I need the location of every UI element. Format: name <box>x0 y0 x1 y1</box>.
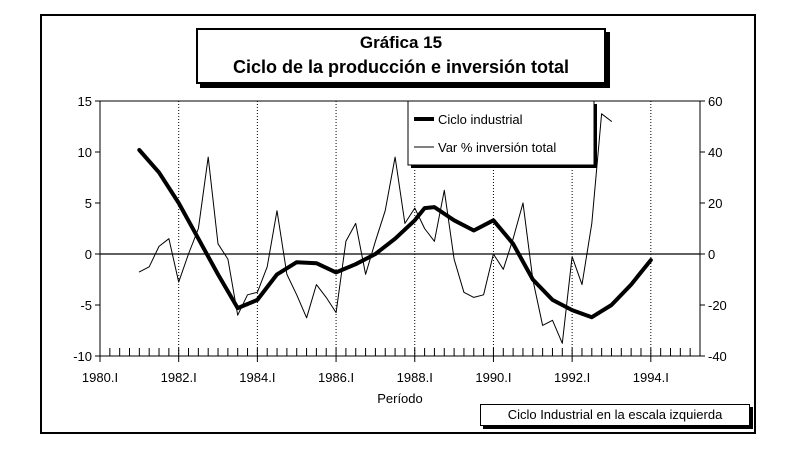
y-left-tick-label: 0 <box>85 247 92 262</box>
x-tick-label: 1980.I <box>82 370 118 385</box>
x-tick-label: 1988.I <box>397 370 433 385</box>
y-right-tick-label: 40 <box>708 145 722 160</box>
y-left-tick-label: 5 <box>85 196 92 211</box>
legend <box>407 100 595 166</box>
y-right-tick-label: 20 <box>708 196 722 211</box>
x-tick-label: 1982.I <box>161 370 197 385</box>
y-left-tick-label: -10 <box>73 349 92 364</box>
y-left-tick-label: -5 <box>80 298 92 313</box>
x-axis-label: Período <box>377 391 423 406</box>
y-left-tick-label: 15 <box>78 94 92 109</box>
chart-frame <box>40 14 756 434</box>
y-right-tick-label: 60 <box>708 94 722 109</box>
x-tick-label: 1984.I <box>239 370 275 385</box>
chart-title-box: Gráfica 15 Ciclo de la producción e inve… <box>196 28 606 84</box>
plot-area <box>99 100 701 357</box>
series-line-inversion-total <box>138 113 612 344</box>
legend-label: Ciclo industrial <box>438 112 523 127</box>
legend-label: Var % inversión total <box>438 140 556 155</box>
y-right-tick-label: -40 <box>708 349 727 364</box>
series-line-ciclo-industrial <box>137 148 653 320</box>
x-tick-label: 1992.I <box>554 370 590 385</box>
y-right-tick-label: -20 <box>708 298 727 313</box>
x-tick-label: 1990.I <box>475 370 511 385</box>
x-tick-label: 1994.I <box>633 370 669 385</box>
x-tick-label: 1986.I <box>318 370 354 385</box>
chart-title: Gráfica 15 <box>359 33 443 52</box>
y-right-tick-label: 0 <box>708 247 715 262</box>
chart-subtitle: Ciclo de la producción e inversión total <box>232 57 570 77</box>
scale-note: Ciclo Industrial en la escala izquierda <box>480 404 750 426</box>
y-left-tick-label: 10 <box>78 145 92 160</box>
